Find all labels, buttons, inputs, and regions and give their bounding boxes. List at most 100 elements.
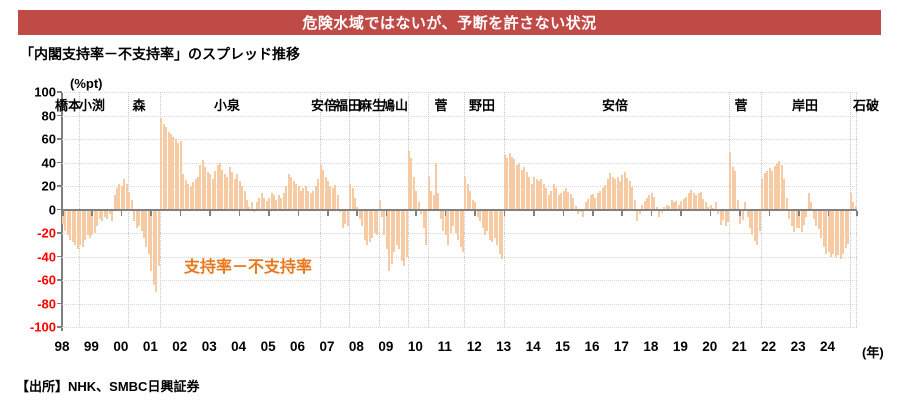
y-axis-tick	[57, 208, 62, 211]
data-bar	[233, 178, 236, 210]
x-axis-label: 14	[525, 339, 541, 354]
x-axis-label: 24	[820, 339, 836, 354]
data-bar	[265, 201, 268, 210]
data-bar	[444, 209, 447, 236]
data-bar	[250, 202, 253, 210]
y-axis-label: -60	[37, 272, 56, 288]
data-bar	[108, 209, 111, 215]
data-bar	[91, 209, 94, 236]
x-axis-tick	[356, 210, 358, 216]
data-bar	[702, 198, 705, 210]
pm-era-label: 野田	[468, 98, 496, 113]
data-bar	[142, 209, 145, 238]
data-bar	[165, 127, 168, 210]
x-axis-label: 06	[290, 339, 306, 354]
data-bar	[486, 209, 489, 231]
y-axis-label: -100	[29, 319, 56, 335]
source-note: 【出所】NHK、SMBC日興証券	[16, 379, 200, 394]
data-bar	[140, 209, 143, 231]
data-bar	[228, 167, 231, 210]
data-bar	[717, 209, 720, 215]
data-bar	[133, 209, 136, 222]
data-bar	[604, 184, 607, 210]
data-bar	[538, 181, 541, 210]
data-bar	[488, 209, 491, 241]
data-bar	[611, 176, 614, 210]
data-bar	[344, 209, 347, 224]
data-bar	[609, 173, 612, 210]
x-axis-label: 13	[496, 339, 512, 354]
data-bar	[434, 162, 437, 210]
data-bar	[506, 157, 509, 210]
data-bar	[243, 190, 246, 210]
y-axis-tick	[57, 302, 62, 305]
data-bar	[658, 209, 661, 217]
data-bar	[785, 197, 788, 210]
y-axis-label: 20	[41, 178, 56, 194]
x-axis-tick	[327, 210, 329, 216]
data-bar	[371, 209, 374, 238]
data-bar	[206, 171, 209, 210]
data-bar	[304, 186, 307, 210]
y-axis-tick	[57, 185, 62, 187]
data-bar	[601, 188, 604, 210]
data-bar	[596, 193, 599, 210]
pm-era-label: 安倍	[601, 98, 629, 113]
data-bar	[302, 188, 305, 210]
data-bar	[287, 174, 290, 210]
data-bar	[194, 178, 197, 210]
data-bar	[788, 209, 791, 219]
x-axis-tick	[650, 210, 653, 216]
data-bar	[317, 178, 320, 210]
data-bar	[268, 197, 271, 210]
data-bar	[248, 207, 251, 210]
x-axis-label: 99	[83, 339, 99, 354]
data-bar	[437, 193, 440, 210]
data-bar	[430, 190, 433, 210]
data-bar	[579, 209, 582, 212]
data-bar	[113, 195, 116, 210]
data-bar	[518, 162, 521, 210]
y-axis-label: 60	[41, 131, 56, 147]
data-bar	[844, 209, 847, 249]
x-axis-label: 00	[113, 339, 129, 354]
data-bar	[618, 181, 621, 210]
data-bar	[628, 181, 631, 210]
data-bar	[822, 209, 825, 248]
data-bar	[589, 195, 592, 210]
data-bar	[349, 183, 352, 210]
data-bar	[606, 178, 609, 210]
data-bar	[552, 183, 555, 210]
data-bar	[690, 189, 693, 210]
x-axis-tick	[385, 210, 388, 216]
data-bar	[687, 193, 690, 210]
data-bar	[417, 202, 420, 210]
x-axis-label: 12	[466, 339, 482, 354]
data-bar	[699, 191, 702, 210]
data-bar	[520, 169, 523, 210]
x-axis-tick	[179, 210, 182, 216]
data-bar	[292, 181, 295, 210]
data-bar	[118, 183, 121, 210]
data-bar	[800, 209, 803, 232]
data-bar	[192, 182, 195, 210]
x-axis-tick	[503, 210, 506, 216]
data-bar	[88, 209, 91, 238]
data-bar	[707, 207, 710, 210]
data-bar	[511, 156, 514, 210]
x-axis-label: 16	[584, 339, 600, 354]
data-bar	[260, 193, 263, 210]
data-bar	[675, 201, 678, 210]
data-bar	[653, 196, 656, 210]
data-bar	[682, 198, 685, 210]
data-bar	[839, 209, 842, 259]
data-bar	[719, 209, 722, 225]
data-bar	[501, 209, 504, 259]
data-bar	[415, 190, 418, 210]
data-bar	[204, 167, 207, 210]
data-bar	[614, 178, 617, 210]
x-axis-label: 09	[378, 339, 394, 354]
data-bar	[739, 209, 742, 224]
data-bar	[560, 193, 563, 210]
